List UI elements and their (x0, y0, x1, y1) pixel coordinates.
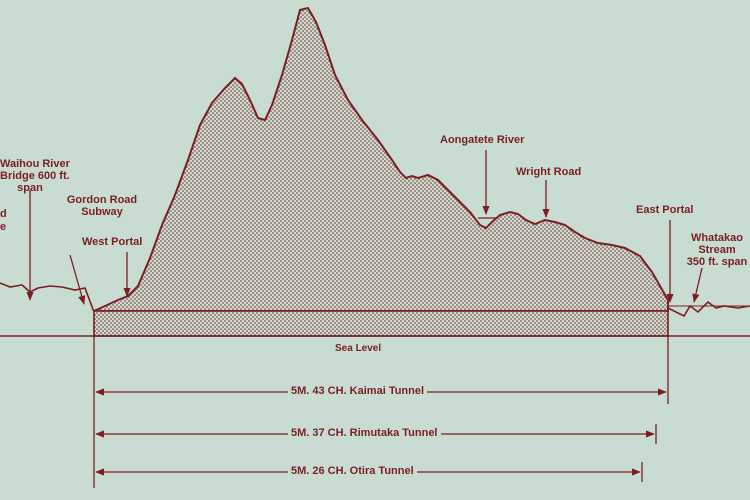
label-sea-level: Sea Level (335, 343, 382, 354)
ground-line-east (667, 300, 750, 318)
label-waihou-line-1: Waihou River (0, 158, 70, 170)
label-gordon-road-subway: Gordon Road Subway (62, 194, 142, 218)
dimension-text-otira: 5M. 26 CH. Otira Tunnel (288, 465, 417, 477)
label-gordon-line-1: Gordon Road (66, 194, 138, 206)
dimension-text-rimutaka: 5M. 37 CH. Rimutaka Tunnel (288, 427, 441, 439)
leader-gordon-road (69, 254, 86, 305)
label-gordon-line-2: Subway (81, 206, 123, 218)
label-whatakao-stream: Whatakao Stream 350 ft. span (684, 232, 750, 268)
label-west-portal: West Portal (82, 236, 143, 248)
label-waihou-line-2: Bridge 600 ft. (0, 170, 70, 182)
mountain-profile (93, 6, 669, 312)
label-waihou-river: Waihou River Bridge 600 ft. span (0, 158, 70, 194)
label-waihou-line-3: span (17, 182, 43, 194)
label-edge-e: e (0, 221, 7, 233)
label-whatakao-line-1: Whatakao (691, 232, 743, 244)
leader-whatakao (692, 267, 703, 303)
label-whatakao-line-3: 350 ft. span (686, 256, 748, 268)
tunnel-band (93, 310, 669, 337)
dimension-text-kaimai: 5M. 43 CH. Kaimai Tunnel (288, 385, 428, 397)
label-edge-d: d (0, 208, 7, 220)
label-wright-road: Wright Road (516, 166, 582, 178)
label-aongatete-river: Aongatete River (440, 134, 525, 146)
label-whatakao-line-2: Stream (698, 244, 736, 256)
label-east-portal: East Portal (636, 204, 694, 216)
